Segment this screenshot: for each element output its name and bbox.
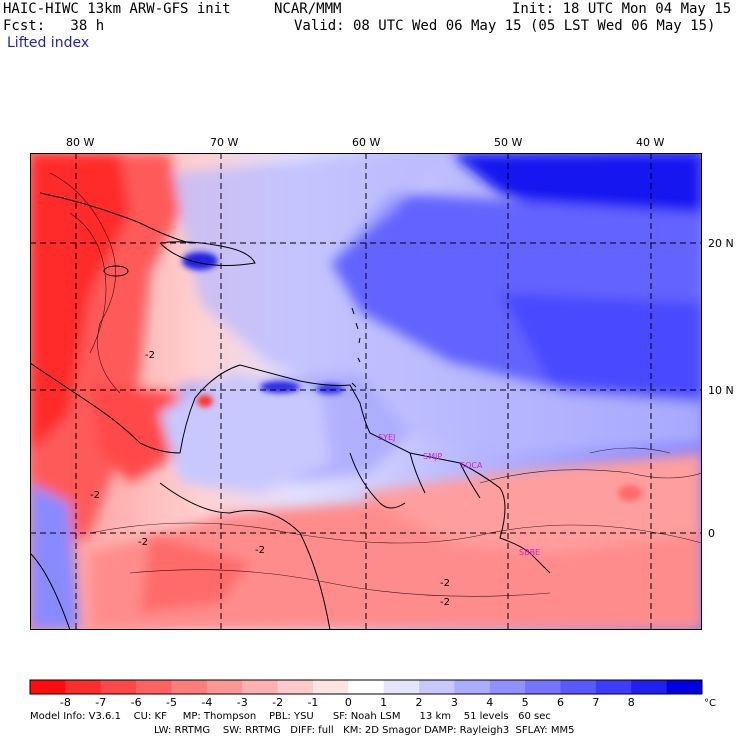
station-soca: SOCA [460,461,483,470]
colorbar-swatch [277,680,314,694]
lifted-index-map: -2 -2 -2 -2 -2 -2 SYEJ SMJP SOCA SBBE [29,153,703,631]
contour-label: -2 [145,350,155,361]
colorbar-swatch [666,680,703,694]
lon-label-40w: 40 W [636,136,665,149]
lat-label-10n: 10 N [708,384,734,397]
colorbar-outline [29,679,703,695]
colorbar-swatch [30,680,66,694]
colorbar-swatch [348,680,385,694]
colorbar-swatch [525,680,562,694]
colorbar-tick-label: -5 [166,696,177,708]
colorbar-swatch [419,680,455,694]
colorbar-tick-label: -2 [272,696,283,708]
init-time: Init: 18 UTC Mon 04 May 15 [512,1,732,17]
map-border [30,153,702,630]
colorbar-swatch [171,680,208,694]
colorbar-swatch [65,680,102,694]
lon-label-60w: 60 W [352,136,381,149]
org-label: NCAR/MMM [274,1,342,17]
colorbar-tick-label: 0 [345,696,352,708]
map-svg: -2 -2 -2 -2 -2 -2 SYEJ SMJP SOCA SBBE [29,153,703,631]
station-syej: SYEJ [378,433,395,442]
colorbar: -8 -7 -6 -5 -4 -3 -2 -1 0 1 2 3 4 5 6 7 8 °C [29,679,716,708]
colorbar-tick-label: 5 [522,696,529,708]
station-smjp: SMJP [423,452,442,461]
lon-label-50w: 50 W [494,136,523,149]
colorbar-swatch [242,680,279,694]
colorbar-swatch [136,680,172,694]
colorbar-swatch [560,680,597,694]
colorbar-swatch [206,680,243,694]
model-title: HAIC-HIWC 13km ARW-GFS init [3,1,231,17]
field-shading [30,153,702,630]
colorbar-tick-label: -4 [201,696,212,708]
lat-lon-grid [30,153,702,630]
colorbar-tick-label: -8 [60,696,71,708]
colorbar-swatch [595,680,632,694]
field-name: Lifted index [7,35,90,51]
colorbar-tick-label: 2 [416,696,423,708]
colorbar-swatch [489,680,526,694]
contour-label: -2 [138,537,148,548]
colorbar-swatch [631,680,668,694]
contours [49,172,703,597]
colorbar-swatch [100,680,137,694]
lon-label-70w: 70 W [210,136,239,149]
model-info-line2: LW: RRTMG SW: RRTMG DIFF: full KM: 2D Sm… [154,725,575,736]
colorbar-swatch [454,680,491,694]
colorbar-swatch [383,680,420,694]
colorbar-tick-label: -1 [307,696,318,708]
contour-label: -2 [440,597,450,608]
colorbar-tick-label: -6 [131,696,142,708]
station-sbbe: SBBE [519,548,540,557]
lon-label-80w: 80 W [66,136,95,149]
colorbar-swatch [312,680,349,694]
colorbar-tick-label: 3 [451,696,458,708]
valid-time: Valid: 08 UTC Wed 06 May 15 (05 LST Wed … [294,18,716,34]
colorbar-tick-label: -7 [95,696,106,708]
contour-label: -2 [90,490,100,501]
contour-label: -2 [255,545,265,556]
lat-label-equator: 0 [708,527,715,540]
colorbar-tick-label: 8 [628,696,635,708]
colorbar-tick-label: 4 [486,696,493,708]
lat-label-20n: 20 N [708,237,734,250]
model-info-line1: Model Info: V3.6.1 CU: KF MP: Thompson P… [30,711,551,722]
forecast-hour: Fcst: 38 h [3,18,105,34]
colorbar-tick-label: 7 [592,696,599,708]
colorbar-tick-label: 1 [380,696,387,708]
colorbar-unit: °C [704,698,716,708]
contour-label: -2 [440,578,450,589]
colorbar-tick-label: 6 [557,696,564,708]
colorbar-tick-label: -3 [237,696,248,708]
